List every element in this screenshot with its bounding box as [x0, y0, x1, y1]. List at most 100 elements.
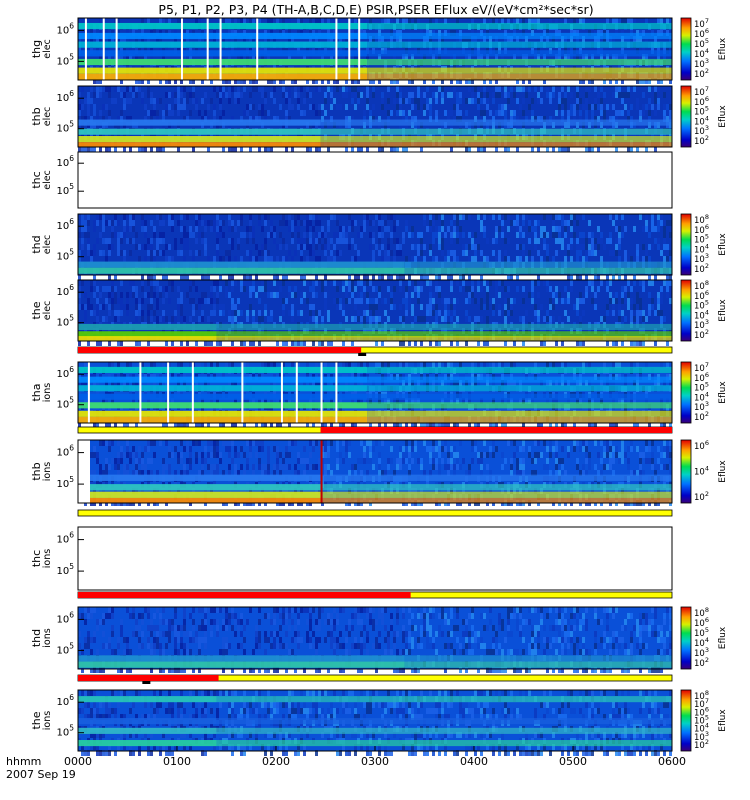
x-tick-label: 0100	[163, 755, 191, 768]
energy-band	[78, 261, 405, 268]
energy-band	[78, 323, 217, 331]
colorbar-tick-label: 102	[694, 410, 709, 423]
colorbar	[680, 17, 692, 81]
energy-band	[367, 73, 672, 80]
panel-thc-elec: 106 105 thc elec	[30, 151, 673, 209]
energy-band	[404, 661, 672, 668]
energy-band	[78, 376, 368, 383]
colorbar	[680, 361, 692, 424]
chart-title: P5, P1, P2, P3, P4 (TH-A,B,C,D,E) PSIR,P…	[158, 2, 593, 17]
energy-band	[78, 336, 217, 341]
panel-frame	[77, 213, 673, 276]
colorbar-tick-label: 102	[694, 67, 709, 80]
colorbar-tick-label: 105	[694, 714, 709, 727]
colorbar	[680, 279, 692, 342]
colorbar-tick-label: 106	[694, 616, 709, 629]
y-axis-label-species: elec	[42, 170, 53, 190]
y-axis-label-probe: thc	[30, 171, 43, 188]
y-tick-label: 105	[56, 396, 74, 411]
y-tick-label: 106	[56, 283, 74, 298]
x-axis-label: hhmm	[6, 755, 41, 768]
y-tick-label: 105	[56, 314, 74, 329]
energy-band	[216, 331, 672, 338]
data-gap-line	[358, 18, 361, 80]
colorbar-tick-label: 103	[694, 730, 709, 743]
data-gap-block	[78, 440, 90, 503]
panel-frame	[77, 606, 673, 670]
colorbar-label: Eflux	[718, 37, 728, 60]
colorbar-label: Eflux	[718, 709, 728, 732]
energy-band	[404, 261, 672, 268]
colorbar-tick-label: 102	[694, 656, 709, 669]
energy-band	[320, 142, 672, 147]
colorbar-tick-label: 102	[694, 134, 709, 147]
y-axis-label-probe: thd	[30, 235, 43, 253]
energy-band	[216, 740, 672, 747]
colorbar-tick-label: 102	[694, 328, 709, 341]
colorbar-tick-label: 106	[694, 371, 709, 384]
energy-band	[367, 393, 672, 400]
colorbar-tick-label: 106	[694, 95, 709, 108]
colorbar-tick-label: 108	[694, 213, 709, 226]
x-tick-label: 0600	[658, 755, 686, 768]
y-tick-label: 106	[56, 89, 74, 104]
y-tick-label: 105	[56, 120, 74, 135]
energy-band	[78, 136, 321, 143]
energy-band	[367, 32, 672, 40]
energy-band	[78, 385, 368, 392]
y-axis-label-probe: thc	[30, 550, 43, 567]
mode-bar-red-segment	[320, 427, 672, 433]
energy-band	[78, 497, 321, 503]
colorbar-tick-label: 104	[694, 47, 709, 60]
panel-frame	[77, 17, 673, 81]
y-axis-label-species: ions	[42, 462, 53, 481]
mode-bar-6	[77, 509, 673, 517]
y-axis-label-species: ions	[42, 628, 53, 647]
y-tick-label: 105	[56, 724, 74, 739]
colorbar-tick-label: 105	[694, 626, 709, 639]
colorbar-tick-label: 106	[694, 223, 709, 236]
energy-band	[367, 402, 672, 409]
energy-band	[367, 385, 672, 392]
energy-band	[78, 727, 217, 734]
colorbar-tick-label: 108	[694, 606, 709, 619]
data-gap-line	[295, 362, 298, 423]
colorbar	[680, 606, 692, 670]
energy-band	[78, 661, 405, 668]
energy-band	[367, 366, 672, 373]
energy-band	[320, 497, 672, 503]
energy-band	[367, 41, 672, 48]
energy-band	[216, 727, 672, 734]
y-axis-label-probe: thb	[30, 462, 43, 480]
energy-band	[78, 128, 321, 135]
x-axis-date: 2007 Sep 19	[6, 768, 76, 781]
colorbar-tick-label: 105	[694, 381, 709, 394]
x-tick-label: 0500	[559, 755, 587, 768]
energy-band	[78, 119, 321, 126]
data-gap-line	[335, 18, 338, 80]
energy-band	[216, 718, 672, 725]
data-spike-line	[320, 440, 323, 503]
data-gap-line	[219, 18, 222, 80]
data-gap-line	[335, 362, 338, 423]
colorbar-label: Eflux	[718, 626, 728, 649]
data-gap-line	[102, 18, 105, 80]
colorbar-tick-label: 105	[694, 233, 709, 246]
x-tick-label: 0200	[262, 755, 290, 768]
energy-band	[78, 331, 217, 338]
energy-band	[78, 491, 321, 498]
energy-band	[367, 416, 672, 423]
energy-band	[78, 58, 368, 66]
energy-band	[320, 119, 672, 126]
colorbar-tick-label: 104	[694, 242, 709, 255]
data-gap-line	[139, 362, 142, 423]
data-gap-line	[84, 18, 87, 80]
y-axis-label-species: elec	[42, 235, 53, 255]
y-tick-label: 106	[56, 21, 74, 36]
colorbar-label: Eflux	[718, 105, 728, 128]
energy-band	[78, 718, 217, 725]
y-axis-label-probe: the	[30, 711, 43, 729]
